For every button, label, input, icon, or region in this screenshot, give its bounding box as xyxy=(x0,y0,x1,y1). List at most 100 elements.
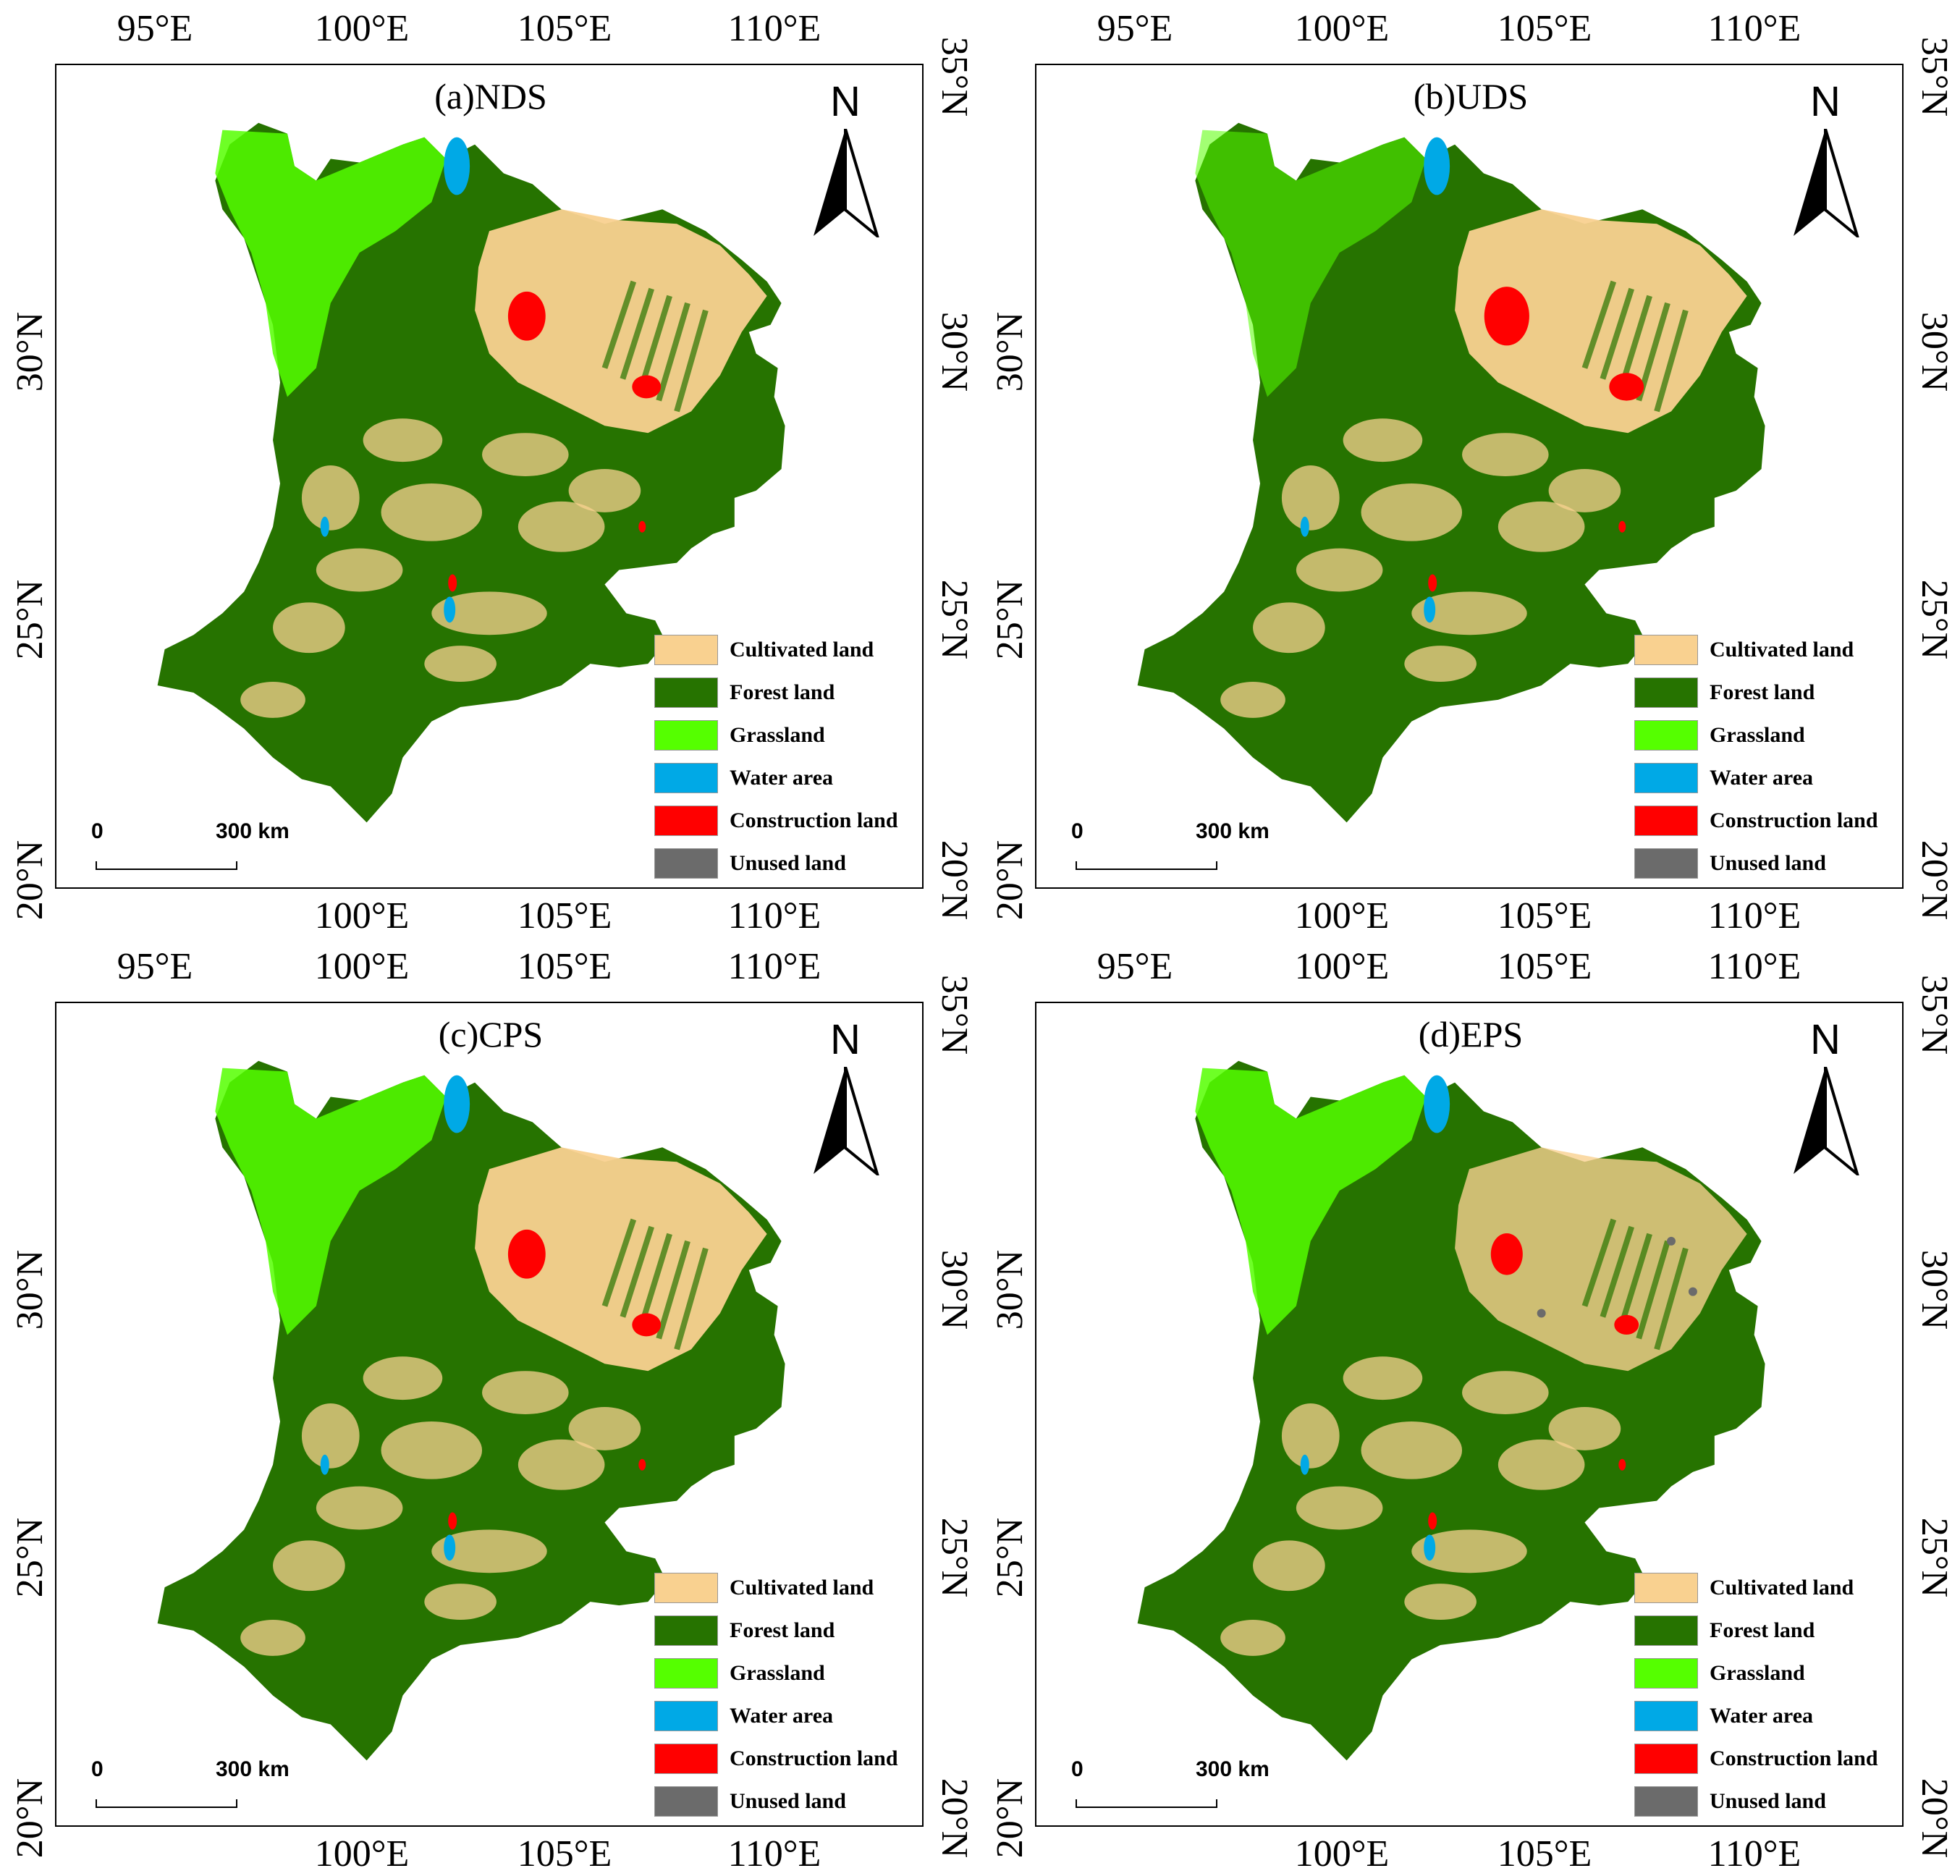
latitude-label-right: 20°N xyxy=(934,1778,975,1859)
latitude-label-right: 35°N xyxy=(1914,36,1955,117)
construction-chengdu xyxy=(507,1229,546,1279)
latitude-label-right: 30°N xyxy=(934,311,975,392)
legend-item: Unused land xyxy=(1634,1780,1878,1822)
legend-label: Forest land xyxy=(1710,680,1815,704)
legend-item: Water area xyxy=(654,756,898,799)
cultivated-patch xyxy=(1253,602,1325,654)
map-frame xyxy=(55,1002,924,1827)
legend-label: Grassland xyxy=(730,722,825,747)
map-frame xyxy=(1035,64,1904,889)
cultivated-patch xyxy=(1296,1486,1383,1530)
legend-swatch xyxy=(654,677,718,708)
scale-end-label: 300 km xyxy=(1196,819,1270,843)
cultivated-patch xyxy=(1343,1356,1423,1400)
longitude-label-bottom: 105°E xyxy=(1497,895,1592,937)
latitude-label-right: 25°N xyxy=(1914,1517,1955,1598)
cultivated-patch xyxy=(1404,1584,1477,1620)
latitude-label-right: 30°N xyxy=(934,1249,975,1330)
scale-end-label: 300 km xyxy=(216,819,290,843)
legend-item: Unused land xyxy=(654,842,898,884)
north-arrow-icon xyxy=(1794,1067,1859,1175)
cultivated-patch xyxy=(1220,682,1285,718)
legend-swatch xyxy=(1634,677,1698,708)
latitude-label-right: 25°N xyxy=(934,579,975,660)
grassland-zone xyxy=(1195,1068,1427,1335)
latitude-label-left: 30°N xyxy=(9,1249,51,1330)
longitude-label-top: 100°E xyxy=(314,8,410,49)
construction-kunming xyxy=(1428,574,1437,592)
cultivated-patch xyxy=(1548,469,1621,512)
water-body xyxy=(1424,1075,1450,1133)
legend-swatch xyxy=(654,805,718,836)
cultivated-patch xyxy=(1462,433,1549,476)
legend-label: Cultivated land xyxy=(1710,1575,1854,1600)
longitude-label-bottom: 105°E xyxy=(517,895,612,937)
cultivated-patch xyxy=(1296,548,1383,592)
scale-start-label: 0 xyxy=(91,1757,104,1781)
legend-swatch xyxy=(654,1572,718,1603)
longitude-label-top: 95°E xyxy=(1097,8,1173,49)
cultivated-patch xyxy=(518,501,605,552)
cultivated-patch xyxy=(1281,1403,1340,1469)
legend-swatch xyxy=(1634,719,1698,751)
scale-end-label: 300 km xyxy=(216,1757,290,1781)
legend-item: Forest land xyxy=(1634,1609,1878,1652)
legend-swatch xyxy=(654,634,718,665)
panel-title: (b)UDS xyxy=(1413,76,1529,117)
forest-ridge xyxy=(601,1218,637,1307)
longitude-label-top: 105°E xyxy=(1497,946,1592,987)
legend-swatch xyxy=(1634,1657,1698,1689)
construction-chongqing xyxy=(1609,373,1644,401)
cultivated-patch xyxy=(1220,1620,1285,1656)
forest-ridge xyxy=(638,295,672,391)
panel-title: (d)EPS xyxy=(1418,1014,1524,1055)
latitude-label-left: 25°N xyxy=(9,1517,51,1598)
longitude-label-bottom: 100°E xyxy=(314,1833,410,1875)
latitude-label-left: 20°N xyxy=(989,1778,1031,1859)
cultivated-patch xyxy=(316,548,403,592)
legend-label: Grassland xyxy=(1710,722,1805,747)
legend-label: Construction land xyxy=(730,1746,898,1770)
latitude-label-left: 25°N xyxy=(989,1517,1031,1598)
latitude-label-left: 25°N xyxy=(989,579,1031,660)
scale-bar: 0 300 km xyxy=(91,1757,308,1815)
latitude-label-right: 30°N xyxy=(1914,311,1955,392)
cultivated-patch xyxy=(363,418,443,462)
cultivated-patch xyxy=(1462,1371,1549,1414)
panel-title: (c)CPS xyxy=(438,1014,544,1055)
cultivated-patch xyxy=(301,1403,360,1469)
longitude-label-top: 110°E xyxy=(1707,946,1801,987)
north-arrow: N xyxy=(1791,81,1860,240)
north-arrow-label: N xyxy=(1810,78,1841,125)
land-use-map xyxy=(157,1060,785,1761)
legend-item: Forest land xyxy=(654,671,898,714)
longitude-label-bottom: 105°E xyxy=(517,1833,612,1875)
scale-bar-line xyxy=(96,861,237,870)
cultivated-patch xyxy=(1404,646,1477,682)
longitude-label-top: 105°E xyxy=(517,946,612,987)
cultivated-patch xyxy=(568,1407,641,1450)
legend-item: Forest land xyxy=(1634,671,1878,714)
map-frame xyxy=(1035,1002,1904,1827)
scale-start-label: 0 xyxy=(91,819,104,843)
cultivated-patch xyxy=(1281,465,1340,531)
legend-swatch xyxy=(654,1743,718,1774)
construction-kunming xyxy=(1428,1512,1437,1530)
grassland-zone xyxy=(215,1068,447,1335)
legend-swatch xyxy=(1634,1743,1698,1774)
cultivated-patch xyxy=(518,1439,605,1490)
legend-swatch xyxy=(1634,634,1698,665)
north-arrow-label: N xyxy=(830,78,861,125)
cultivated-patch xyxy=(482,433,569,476)
unused-patch xyxy=(1667,1236,1676,1246)
scale-end-label: 300 km xyxy=(1196,1757,1270,1781)
cultivated-patch xyxy=(1253,1540,1325,1592)
cultivated-patch xyxy=(424,1584,497,1620)
north-arrow-icon xyxy=(814,129,879,237)
longitude-label-top: 110°E xyxy=(727,8,821,49)
longitude-label-top: 95°E xyxy=(117,8,193,49)
scale-bar-line xyxy=(1076,1799,1217,1808)
legend-swatch xyxy=(654,1615,718,1646)
longitude-label-top: 105°E xyxy=(517,8,612,49)
longitude-label-top: 95°E xyxy=(117,946,193,987)
